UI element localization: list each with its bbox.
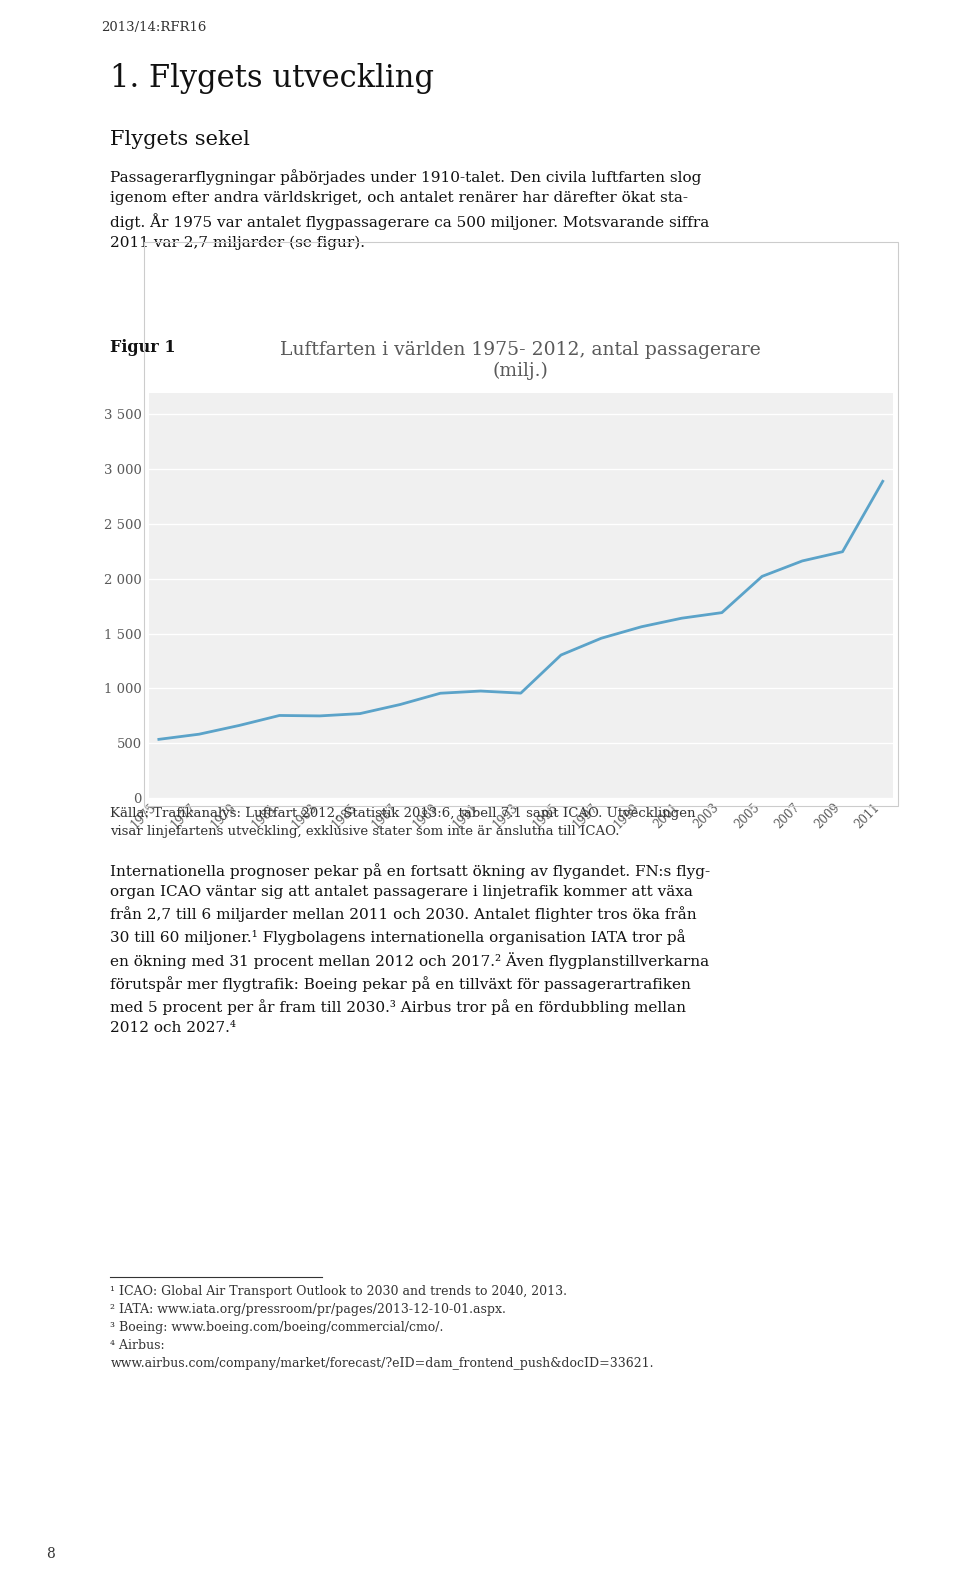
Text: ¹ ICAO: Global Air Transport Outlook to 2030 and trends to 2040, 2013.
² IATA: w: ¹ ICAO: Global Air Transport Outlook to … [110,1285,654,1371]
Text: Internationella prognoser pekar på en fortsatt ökning av flygandet. FN:s flyg-
o: Internationella prognoser pekar på en fo… [110,863,710,1035]
Text: Figur 1: Figur 1 [110,339,176,356]
Text: 8: 8 [46,1547,55,1561]
Text: Passagerarflygningar påbörjades under 1910-talet. Den civila luftfarten slog
ige: Passagerarflygningar påbörjades under 19… [110,169,709,250]
Title: Luftfarten i världen 1975- 2012, antal passagerare
(milj.): Luftfarten i världen 1975- 2012, antal p… [280,340,761,380]
Text: Flygets sekel: Flygets sekel [110,130,251,149]
Text: 1. Flygets utveckling: 1. Flygets utveckling [110,63,434,95]
Text: 2013/14:RFR16: 2013/14:RFR16 [101,21,206,33]
Text: Källa: Trafikanalys: Luftfart 2012, Statistik 2013:6, tabell 7.1 samt ICAO. Utve: Källa: Trafikanalys: Luftfart 2012, Stat… [110,807,696,837]
